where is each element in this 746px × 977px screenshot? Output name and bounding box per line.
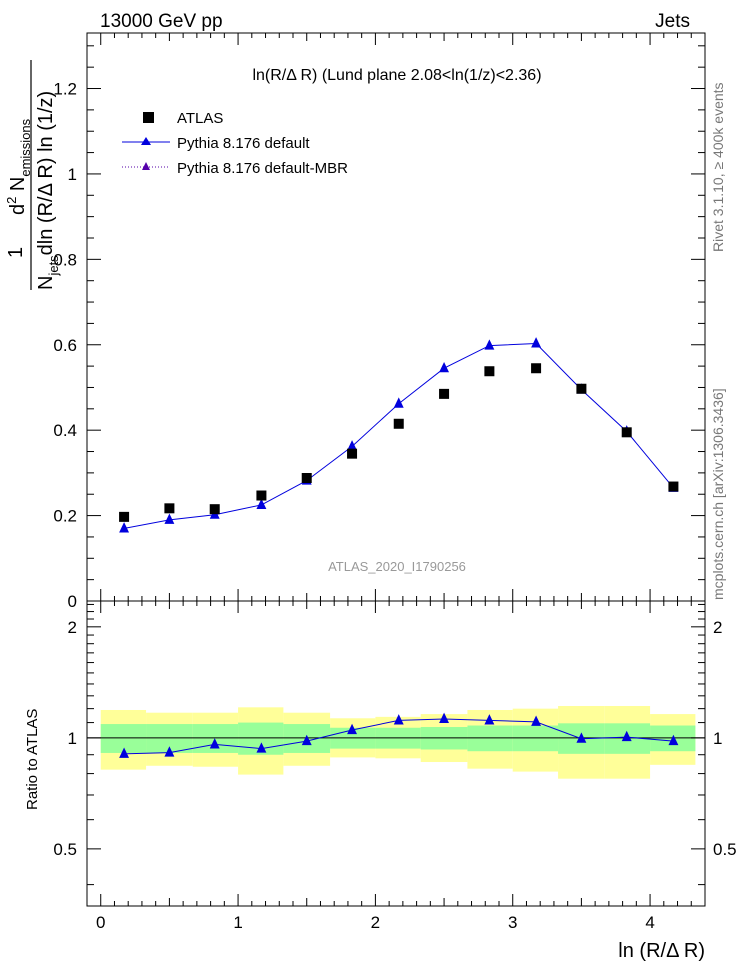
ylabel-n: N [7, 177, 29, 197]
svg-text:1: 1 [5, 247, 27, 258]
y-axis-label-ratio: Ratio to ATLAS [24, 709, 41, 810]
y-tick-label-main: 1 [68, 165, 77, 184]
pythia-point [439, 361, 450, 373]
ylabel-d2-sup: 2 [4, 197, 19, 204]
pythia-point [484, 339, 495, 350]
atlas-point [621, 427, 632, 438]
pythia-ratio-point [439, 712, 450, 724]
atlas-point [119, 511, 130, 522]
x-tick-label: 0 [96, 913, 105, 932]
ylabel-frac-den-sub: jets [46, 255, 61, 277]
chart-title: ln(R/Δ R) (Lund plane 2.08<ln(1/z)<2.36) [252, 67, 541, 84]
pythia-point [164, 513, 175, 524]
pythia-ratio-point [301, 734, 312, 746]
atlas-point [576, 383, 587, 394]
y-tick-label-main: 1.2 [53, 80, 77, 99]
ratio-band-layer [100, 706, 696, 779]
atlas-point [393, 418, 404, 429]
pythia-ratio-point [484, 714, 495, 725]
svg-text:d2 Nemissions: d2 Nemissions [4, 118, 33, 215]
ratio-plot-area [87, 712, 705, 758]
legend-mbr-marker [142, 162, 150, 170]
legend-mbr-label: Pythia 8.176 default-MBR [177, 160, 348, 177]
axes-layer: 0 1 2 3 4 0 0.2 0.4 0.6 0.8 1 1.2 0.5 0.5 1 1 2 2 [53, 33, 737, 932]
atlas-point [301, 473, 312, 484]
ylabel-d2: d [7, 204, 29, 215]
x-tick-label: 2 [371, 913, 380, 932]
y-tick-label-ratio: 0.5 [53, 840, 77, 859]
atlas-point [209, 504, 220, 515]
y-tick-label-main: 0.6 [53, 336, 77, 355]
x-tick-label: 3 [508, 913, 517, 932]
atlas-point [256, 490, 267, 501]
y-tick-label-ratio-right: 2 [713, 618, 722, 637]
y-tick-label-main: 0.2 [53, 507, 77, 526]
y-tick-label-ratio: 2 [68, 618, 77, 637]
pythia-point [256, 498, 267, 509]
legend-atlas-marker [143, 112, 154, 123]
pythia-ratio-point [347, 723, 358, 735]
ylabel-frac-den: N [35, 276, 57, 290]
y-axis-label-main: 1 Njetsdln (R/Δ R) ln (1/z) d2 Nemission… [4, 60, 61, 290]
pythia-point [347, 440, 358, 451]
main-series-layer [119, 337, 679, 533]
pythia-ratio-point [209, 738, 220, 749]
legend-pythia-marker [141, 137, 151, 145]
pythia-point [531, 337, 542, 348]
y-tick-label-ratio-right: 0.5 [713, 840, 737, 859]
pythia-ratio-point [393, 714, 404, 725]
legend-pythia-label: Pythia 8.176 default [177, 135, 310, 152]
header-left-label: 13000 GeV pp [100, 11, 223, 32]
atlas-point [484, 366, 495, 377]
ratio-band-inner-bin [100, 724, 147, 753]
pythia-point [119, 522, 130, 533]
x-tick-label: 4 [645, 913, 654, 932]
legend-atlas-label: ATLAS [177, 110, 223, 127]
legend: ATLAS Pythia 8.176 default Pythia 8.176 … [122, 110, 348, 177]
pythia-ratio-point [621, 730, 632, 742]
y-tick-label-ratio-right: 1 [713, 729, 722, 748]
analysis-watermark: ATLAS_2020_I1790256 [328, 559, 466, 574]
atlas-point [531, 363, 542, 374]
pythia-ratio-point [668, 734, 679, 746]
svg-text:Njetsdln (R/Δ R) ln (1/z): Njetsdln (R/Δ R) ln (1/z) [35, 91, 61, 290]
atlas-point [439, 388, 450, 399]
x-axis-label: ln (R/Δ R) [618, 940, 705, 962]
ratio-band-inner-bin [467, 725, 513, 752]
y-tick-label-main: 0.8 [53, 250, 77, 269]
y-tick-label-main: 0 [68, 592, 77, 611]
ratio-panel-frame [86, 600, 706, 907]
pythia-ratio-point [256, 742, 267, 753]
atlas-point [668, 481, 679, 492]
y-tick-label-main: 0.4 [53, 421, 77, 440]
header-right-label: Jets [655, 11, 690, 32]
atlas-point [347, 448, 358, 459]
x-tick-label: 1 [233, 913, 242, 932]
ratio-band-inner-bin [192, 724, 239, 753]
ratio-band-inner-bin [512, 725, 559, 752]
ylabel-den-text: dln (R/Δ R) ln (1/z) [35, 91, 57, 256]
pythia-ratio-point [576, 732, 587, 743]
ylabel-frac-num: 1 [5, 247, 27, 258]
mcplots-label: mcplots.cern.ch [arXiv:1306.3436] [710, 388, 726, 600]
atlas-point [164, 503, 175, 514]
ylabel-n-sub: emissions [18, 118, 33, 176]
pythia-ratio-point [164, 746, 175, 757]
series-line-pythia [124, 342, 674, 529]
pythia-point [393, 397, 404, 408]
y-tick-label-ratio: 1 [68, 729, 77, 748]
pythia-ratio-point [531, 715, 542, 726]
pythia-ratio-point [119, 747, 130, 758]
rivet-label: Rivet 3.1.10, ≥ 400k events [710, 82, 726, 252]
